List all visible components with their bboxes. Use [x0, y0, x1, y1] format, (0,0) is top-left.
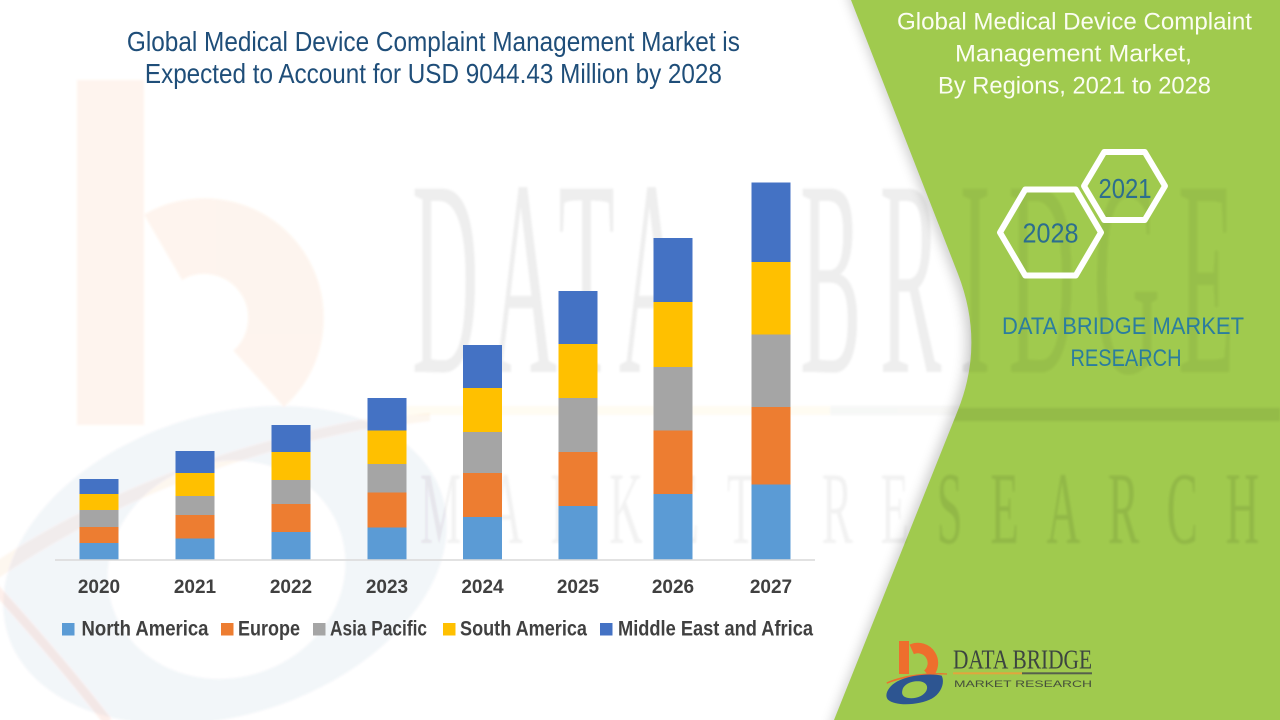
- svg-text:DATA: DATA: [412, 124, 697, 434]
- svg-text:2025: 2025: [557, 577, 600, 598]
- svg-text:South America: South America: [460, 618, 587, 641]
- svg-text:North America: North America: [82, 618, 209, 641]
- svg-text:DATA BRIDGE: DATA BRIDGE: [953, 645, 1092, 675]
- svg-text:DATA BRIDGE MARKET: DATA BRIDGE MARKET: [1002, 313, 1244, 340]
- svg-text:2022: 2022: [270, 577, 312, 598]
- svg-text:2021: 2021: [174, 577, 217, 598]
- svg-text:Expected to Account for USD 90: Expected to Account for USD 9044.43 Mill…: [145, 58, 722, 89]
- svg-text:2026: 2026: [652, 577, 694, 598]
- svg-text:Global Medical Device Complain: Global Medical Device Complaint Manageme…: [127, 26, 740, 57]
- svg-text:RESEARCH: RESEARCH: [1071, 345, 1182, 372]
- svg-text:By Regions, 2021 to 2028: By Regions, 2021 to 2028: [938, 73, 1211, 100]
- svg-text:2023: 2023: [366, 577, 408, 598]
- svg-text:2020: 2020: [78, 577, 120, 598]
- svg-text:MARKET RESEARCH: MARKET RESEARCH: [954, 679, 1092, 689]
- svg-text:Middle East and Africa: Middle East and Africa: [618, 618, 813, 641]
- svg-text:Global Medical Device Complain: Global Medical Device Complaint: [897, 9, 1252, 36]
- svg-text:2024: 2024: [461, 577, 504, 598]
- svg-text:2028: 2028: [1023, 217, 1079, 248]
- svg-text:2021: 2021: [1099, 173, 1152, 204]
- svg-text:Asia Pacific: Asia Pacific: [330, 618, 427, 641]
- svg-text:2027: 2027: [750, 577, 792, 598]
- svg-text:Management Market,: Management Market,: [955, 41, 1192, 68]
- svg-text:Europe: Europe: [238, 618, 300, 641]
